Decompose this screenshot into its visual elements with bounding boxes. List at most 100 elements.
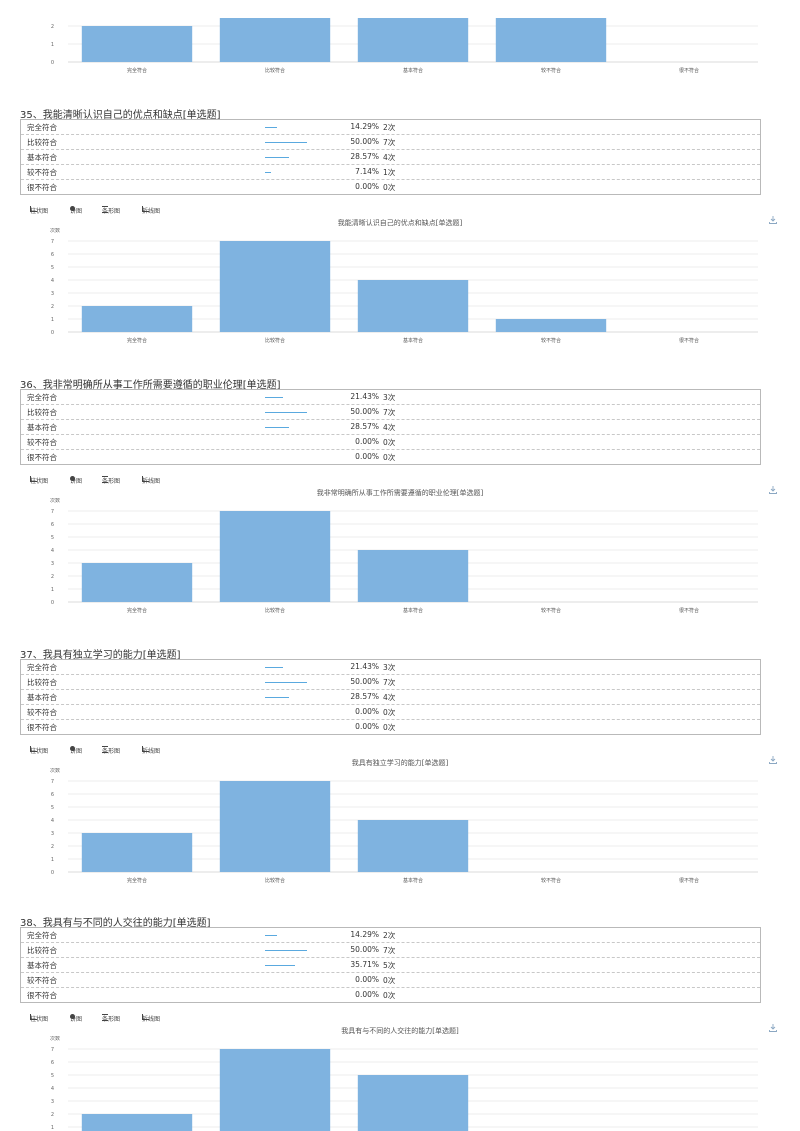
- question-38: 38、我具有与不同的人交往的能力[单选题] 完全符合 14.29% 2次 比较符…: [0, 914, 800, 1131]
- table-row: 很不符合 0.00% 0次: [21, 180, 760, 194]
- hbar-chart-label: 条形图: [102, 478, 121, 485]
- percent-value: 35.71%: [350, 960, 379, 969]
- option-label: 基本符合: [27, 961, 57, 970]
- pie-chart-icon: [70, 1014, 75, 1019]
- bar: [219, 18, 331, 62]
- option-label: 比较符合: [27, 138, 57, 147]
- bar: [495, 319, 607, 332]
- percent-value: 0.00%: [355, 182, 379, 191]
- y-tick-label: 1: [51, 42, 54, 48]
- y-tick-label: 3: [51, 561, 54, 567]
- line-chart-icon: [142, 206, 149, 212]
- count-value: 0次: [383, 991, 396, 1000]
- percent-value: 14.29%: [350, 930, 379, 939]
- option-label: 完全符合: [27, 393, 57, 402]
- y-tick-label: 6: [51, 252, 54, 258]
- download-icon[interactable]: [769, 756, 777, 764]
- percent-bar: [265, 950, 307, 951]
- question-title: 36、我非常明确所从事工作所需要遵循的职业伦理[单选题]: [20, 380, 281, 391]
- y-axis-label: 次数: [50, 498, 60, 504]
- y-tick-label: 5: [51, 265, 54, 271]
- count-value: 5次: [383, 961, 396, 970]
- download-icon[interactable]: [769, 1024, 777, 1032]
- bar-chart-icon: [30, 206, 37, 212]
- line-chart-label: 折线图: [142, 208, 161, 215]
- option-label: 比较符合: [27, 946, 57, 955]
- y-tick-label: 3: [51, 831, 54, 837]
- percent-bar: [265, 697, 289, 698]
- percent-bar: [265, 682, 307, 683]
- x-tick-label: 很不符合: [679, 877, 699, 884]
- line-chart-label: 折线图: [142, 748, 161, 755]
- question-title: 37、我具有独立学习的能力[单选题]: [20, 650, 181, 661]
- count-value: 7次: [383, 408, 396, 417]
- percent-value: 0.00%: [355, 975, 379, 984]
- download-icon[interactable]: [769, 216, 777, 224]
- result-table: 完全符合 14.29% 2次 比较符合 50.00% 7次 基本符合 28.57…: [20, 119, 761, 195]
- percent-value: 50.00%: [350, 407, 379, 416]
- table-row: 完全符合 14.29% 2次: [21, 928, 760, 943]
- x-tick-label: 较不符合: [541, 67, 561, 74]
- count-value: 4次: [383, 153, 396, 162]
- download-icon[interactable]: [769, 486, 777, 494]
- y-tick-label: 7: [51, 779, 54, 785]
- pie-chart-label: 饼图: [70, 478, 83, 485]
- y-tick-label: 2: [51, 24, 54, 30]
- percent-bar: [265, 142, 307, 143]
- y-tick-label: 6: [51, 792, 54, 798]
- hbar-chart-icon: [102, 746, 108, 753]
- bar: [357, 1075, 469, 1131]
- table-row: 比较符合 50.00% 7次: [21, 405, 760, 420]
- x-tick-label: 基本符合: [403, 607, 423, 614]
- bar: [219, 241, 331, 332]
- question-36: 36、我非常明确所从事工作所需要遵循的职业伦理[单选题] 完全符合 21.43%…: [0, 376, 800, 646]
- hbar-chart-label: 条形图: [102, 1016, 121, 1023]
- percent-value: 28.57%: [350, 692, 379, 701]
- y-axis-label: 次数: [50, 768, 60, 774]
- result-table: 完全符合 21.43% 3次 比较符合 50.00% 7次 基本符合 28.57…: [20, 389, 761, 465]
- x-tick-label: 很不符合: [679, 607, 699, 614]
- table-row: 比较符合 50.00% 7次: [21, 675, 760, 690]
- bar-chart: 01234567次数完全符合比较符合基本符合较不符合很不符合: [50, 228, 758, 344]
- y-tick-label: 1: [51, 857, 54, 863]
- table-row: 很不符合 0.00% 0次: [21, 988, 760, 1002]
- percent-value: 0.00%: [355, 707, 379, 716]
- count-value: 7次: [383, 678, 396, 687]
- table-row: 基本符合 28.57% 4次: [21, 420, 760, 435]
- question-title: 38、我具有与不同的人交往的能力[单选题]: [20, 918, 211, 929]
- table-row: 完全符合 14.29% 2次: [21, 120, 760, 135]
- option-label: 比较符合: [27, 678, 57, 687]
- table-row: 很不符合 0.00% 0次: [21, 450, 760, 464]
- result-table: 完全符合 14.29% 2次 比较符合 50.00% 7次 基本符合 35.71…: [20, 927, 761, 1003]
- hbar-chart-icon: [102, 206, 108, 213]
- option-label: 比较符合: [27, 408, 57, 417]
- percent-value: 0.00%: [355, 990, 379, 999]
- count-value: 0次: [383, 708, 396, 717]
- x-tick-label: 基本符合: [403, 67, 423, 74]
- bar-chart-label: 柱状图: [30, 1016, 49, 1023]
- x-tick-label: 完全符合: [127, 877, 147, 884]
- y-tick-label: 7: [51, 509, 54, 515]
- bar: [81, 1114, 193, 1131]
- chart-title: 我能清晰认识自己的优点和缺点[单选题]: [337, 219, 463, 227]
- bar: [357, 280, 469, 332]
- count-value: 2次: [383, 931, 396, 940]
- option-label: 很不符合: [27, 991, 57, 1000]
- option-label: 较不符合: [27, 708, 57, 717]
- partial-chart-top: 0 1 2 完全符合 比较符合 基本符合 较不符合 很不符合: [0, 0, 800, 90]
- chart-panel: 我能清晰认识自己的优点和缺点[单选题] 0 1 2 3 4 5 6 7 次数 完全符合 比较符合 基本…: [30, 216, 777, 353]
- table-row: 较不符合 0.00% 0次: [21, 705, 760, 720]
- line-chart-icon: [142, 476, 149, 482]
- table-row: 比较符合 50.00% 7次: [21, 135, 760, 150]
- percent-bar: [265, 965, 295, 966]
- y-tick-label: 6: [51, 522, 54, 528]
- result-table: 完全符合 21.43% 3次 比较符合 50.00% 7次 基本符合 28.57…: [20, 659, 761, 735]
- table-row: 基本符合 28.57% 4次: [21, 690, 760, 705]
- bar-chart-partial: 0 1 2 完全符合 比较符合 基本符合 较不符合 很不符合: [51, 18, 758, 74]
- table-row: 较不符合 7.14% 1次: [21, 165, 760, 180]
- x-tick-label: 基本符合: [403, 337, 423, 344]
- option-label: 基本符合: [27, 423, 57, 432]
- percent-bar: [265, 667, 283, 668]
- bar: [219, 511, 331, 602]
